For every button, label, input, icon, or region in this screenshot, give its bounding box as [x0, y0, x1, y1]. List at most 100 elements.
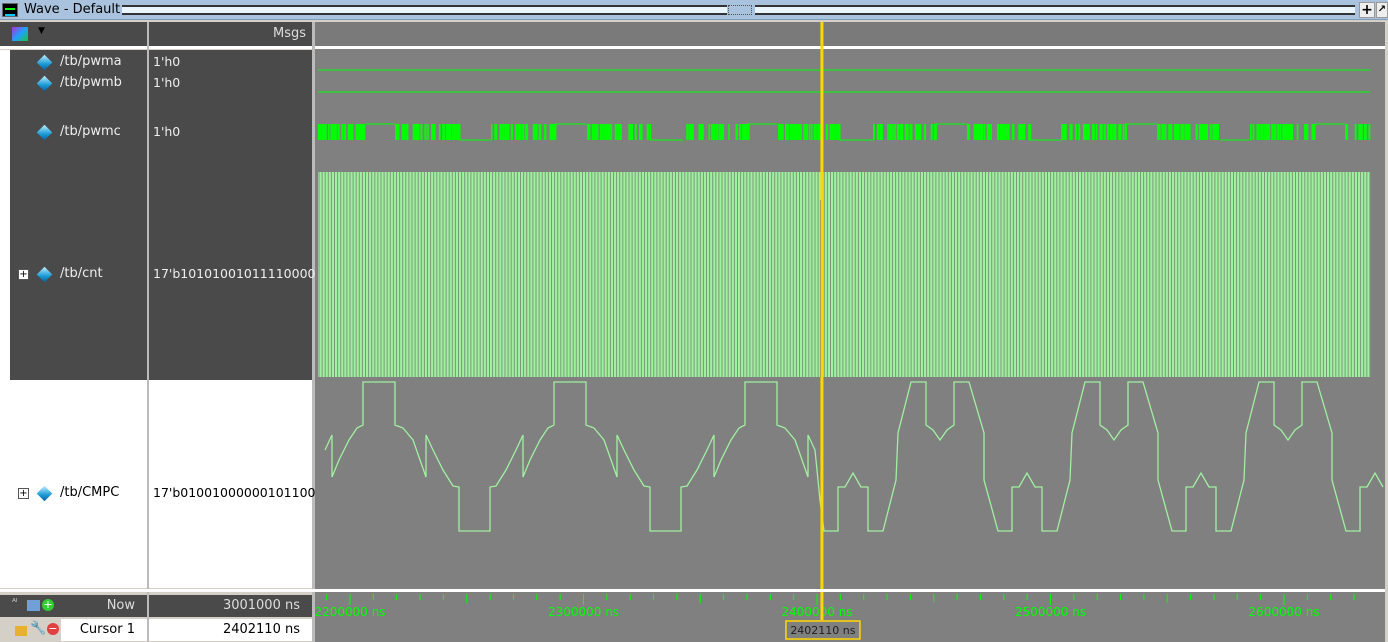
expand-plus-icon[interactable]: + [18, 488, 29, 499]
grip-dots[interactable] [728, 5, 752, 15]
pwmc-pulse [1063, 124, 1067, 140]
pwmc-pulse [524, 124, 529, 140]
pwmc-pulse [797, 124, 801, 140]
pwmc-pulse [502, 124, 505, 140]
now-value-cell: 3001000 ns [149, 595, 312, 617]
pwmc-pulse [588, 124, 591, 140]
pwmc-pulse [494, 124, 498, 140]
pwmc-pulse [1103, 124, 1106, 140]
signal-value: 1'h0 [153, 54, 181, 69]
pwmc-pulse [412, 124, 416, 140]
cursor-row[interactable]: 🔧 − Cursor 1 [0, 619, 147, 641]
pwmc-pulse [1100, 124, 1103, 140]
pwmc-pulse [544, 124, 547, 140]
pwmc-pulse [1358, 124, 1362, 140]
pwmc-pulse [1164, 124, 1167, 140]
wrench-icon[interactable]: 🔧 [30, 621, 47, 636]
pwmc-pulse [804, 124, 808, 140]
remove-cursor-icon[interactable]: − [47, 622, 59, 635]
cnt-bus [318, 172, 1370, 377]
zoom-icon[interactable]: ᴬᴵ [12, 598, 18, 608]
pwmc-pulse [1368, 124, 1371, 140]
pwmc-pulse [504, 124, 508, 140]
pwmc-pulse [1306, 124, 1309, 140]
signal-value-column [149, 50, 312, 588]
pwmc-pulse [331, 124, 335, 140]
pwmc-pulse [795, 124, 799, 140]
pwmc-pulse [1168, 124, 1172, 140]
pwmc-pulse [792, 124, 796, 140]
pwmc-pulse [1215, 124, 1218, 140]
pwmc-pulse [515, 124, 519, 140]
pwmc-pulse [417, 124, 420, 140]
signal-header: ▼ [0, 22, 147, 46]
pwmc-pulse [1303, 124, 1308, 140]
pwmc-pulse [552, 124, 557, 140]
cursor-tag: 2402110 ns [790, 624, 855, 637]
pwmc-pulse [1345, 124, 1349, 140]
signal-value: 1'h0 [153, 124, 181, 139]
drag-handle[interactable] [755, 5, 1355, 15]
pwmc-pulse [535, 124, 538, 140]
pwmc-pulse [518, 124, 522, 140]
pwmc-pulse [1361, 124, 1363, 140]
pwmc-pulse [330, 124, 334, 140]
column-splitter[interactable] [312, 22, 315, 642]
signal-row-name[interactable]: /tb/pwma [18, 54, 147, 71]
time-label: 2400000 ns [781, 605, 852, 619]
pwmc-pulse [896, 124, 900, 140]
now-label: Now [106, 598, 135, 613]
pwmc-pulse [1290, 124, 1294, 140]
pwmc-pulse [614, 124, 617, 140]
signal-name: /tb/pwmc [60, 124, 121, 139]
signal-row-name[interactable]: + /tb/cnt [18, 266, 147, 283]
pwmc-pulse [638, 124, 642, 140]
pwmc-pulse [909, 124, 913, 140]
signal-row-name[interactable]: /tb/pwmb [18, 75, 147, 92]
drag-handle[interactable] [122, 5, 727, 15]
pwmc-pulse [1195, 124, 1198, 140]
pwmc-pulse [640, 124, 643, 140]
pwmc-pulse [361, 124, 365, 140]
pwmc-pulse [814, 124, 817, 140]
pwmc-pulse [1198, 124, 1203, 140]
lock-icon[interactable] [15, 626, 27, 636]
pwmc-pulse [1088, 124, 1090, 140]
add-pane-icon[interactable]: + [1359, 2, 1375, 18]
scrollbar[interactable] [1385, 22, 1388, 642]
msgs-header: Msgs [149, 22, 312, 46]
cursor-view-icon[interactable] [27, 600, 40, 611]
pwmc-pulse [894, 124, 896, 140]
pwmc-pulse [825, 124, 829, 140]
column-splitter[interactable] [147, 22, 149, 642]
pwmc-pulse [1266, 124, 1270, 140]
pwmc-pulse [1263, 124, 1267, 140]
pwmc-pulse [1202, 124, 1205, 140]
pwmc-pulse [833, 124, 836, 140]
pwmc-pulse [983, 124, 986, 140]
cursor-line[interactable] [820, 22, 824, 620]
pwmc-pulse [604, 124, 608, 140]
pwmc-pulse [403, 124, 406, 140]
waveform-pane[interactable]: 2200000 ns 2300000 ns 2400000 ns 2500000 ns… [315, 22, 1385, 642]
add-signal-icon[interactable] [12, 27, 28, 41]
pwmc-pulse [712, 124, 716, 140]
signal-row-name[interactable]: /tb/pwmc [18, 124, 147, 141]
chevron-down-icon[interactable]: ▼ [38, 26, 45, 36]
pwmc-pulse [319, 124, 322, 140]
pwmc-pulse [1075, 124, 1078, 140]
pwmc-pulse [549, 124, 553, 140]
waveform-canvas[interactable]: 2200000 ns 2300000 ns 2400000 ns 2500000 ns… [315, 22, 1385, 642]
pwmc-pulse [1158, 124, 1161, 140]
pwmc-pulse [906, 124, 909, 140]
add-cursor-icon[interactable]: + [42, 598, 54, 611]
expand-plus-icon[interactable]: + [18, 269, 29, 280]
pwmc-pulse [1196, 124, 1198, 140]
undock-icon[interactable]: ↗ [1376, 2, 1388, 18]
signal-row-name[interactable]: + /tb/CMPC [18, 485, 147, 502]
cursor-value-cell: 2402110 ns [149, 619, 312, 641]
pwmc-pulse [619, 124, 622, 140]
pwmc-pulse [591, 124, 596, 140]
pwmc-pulse [646, 124, 649, 140]
pwmc-pulse [1268, 124, 1271, 140]
